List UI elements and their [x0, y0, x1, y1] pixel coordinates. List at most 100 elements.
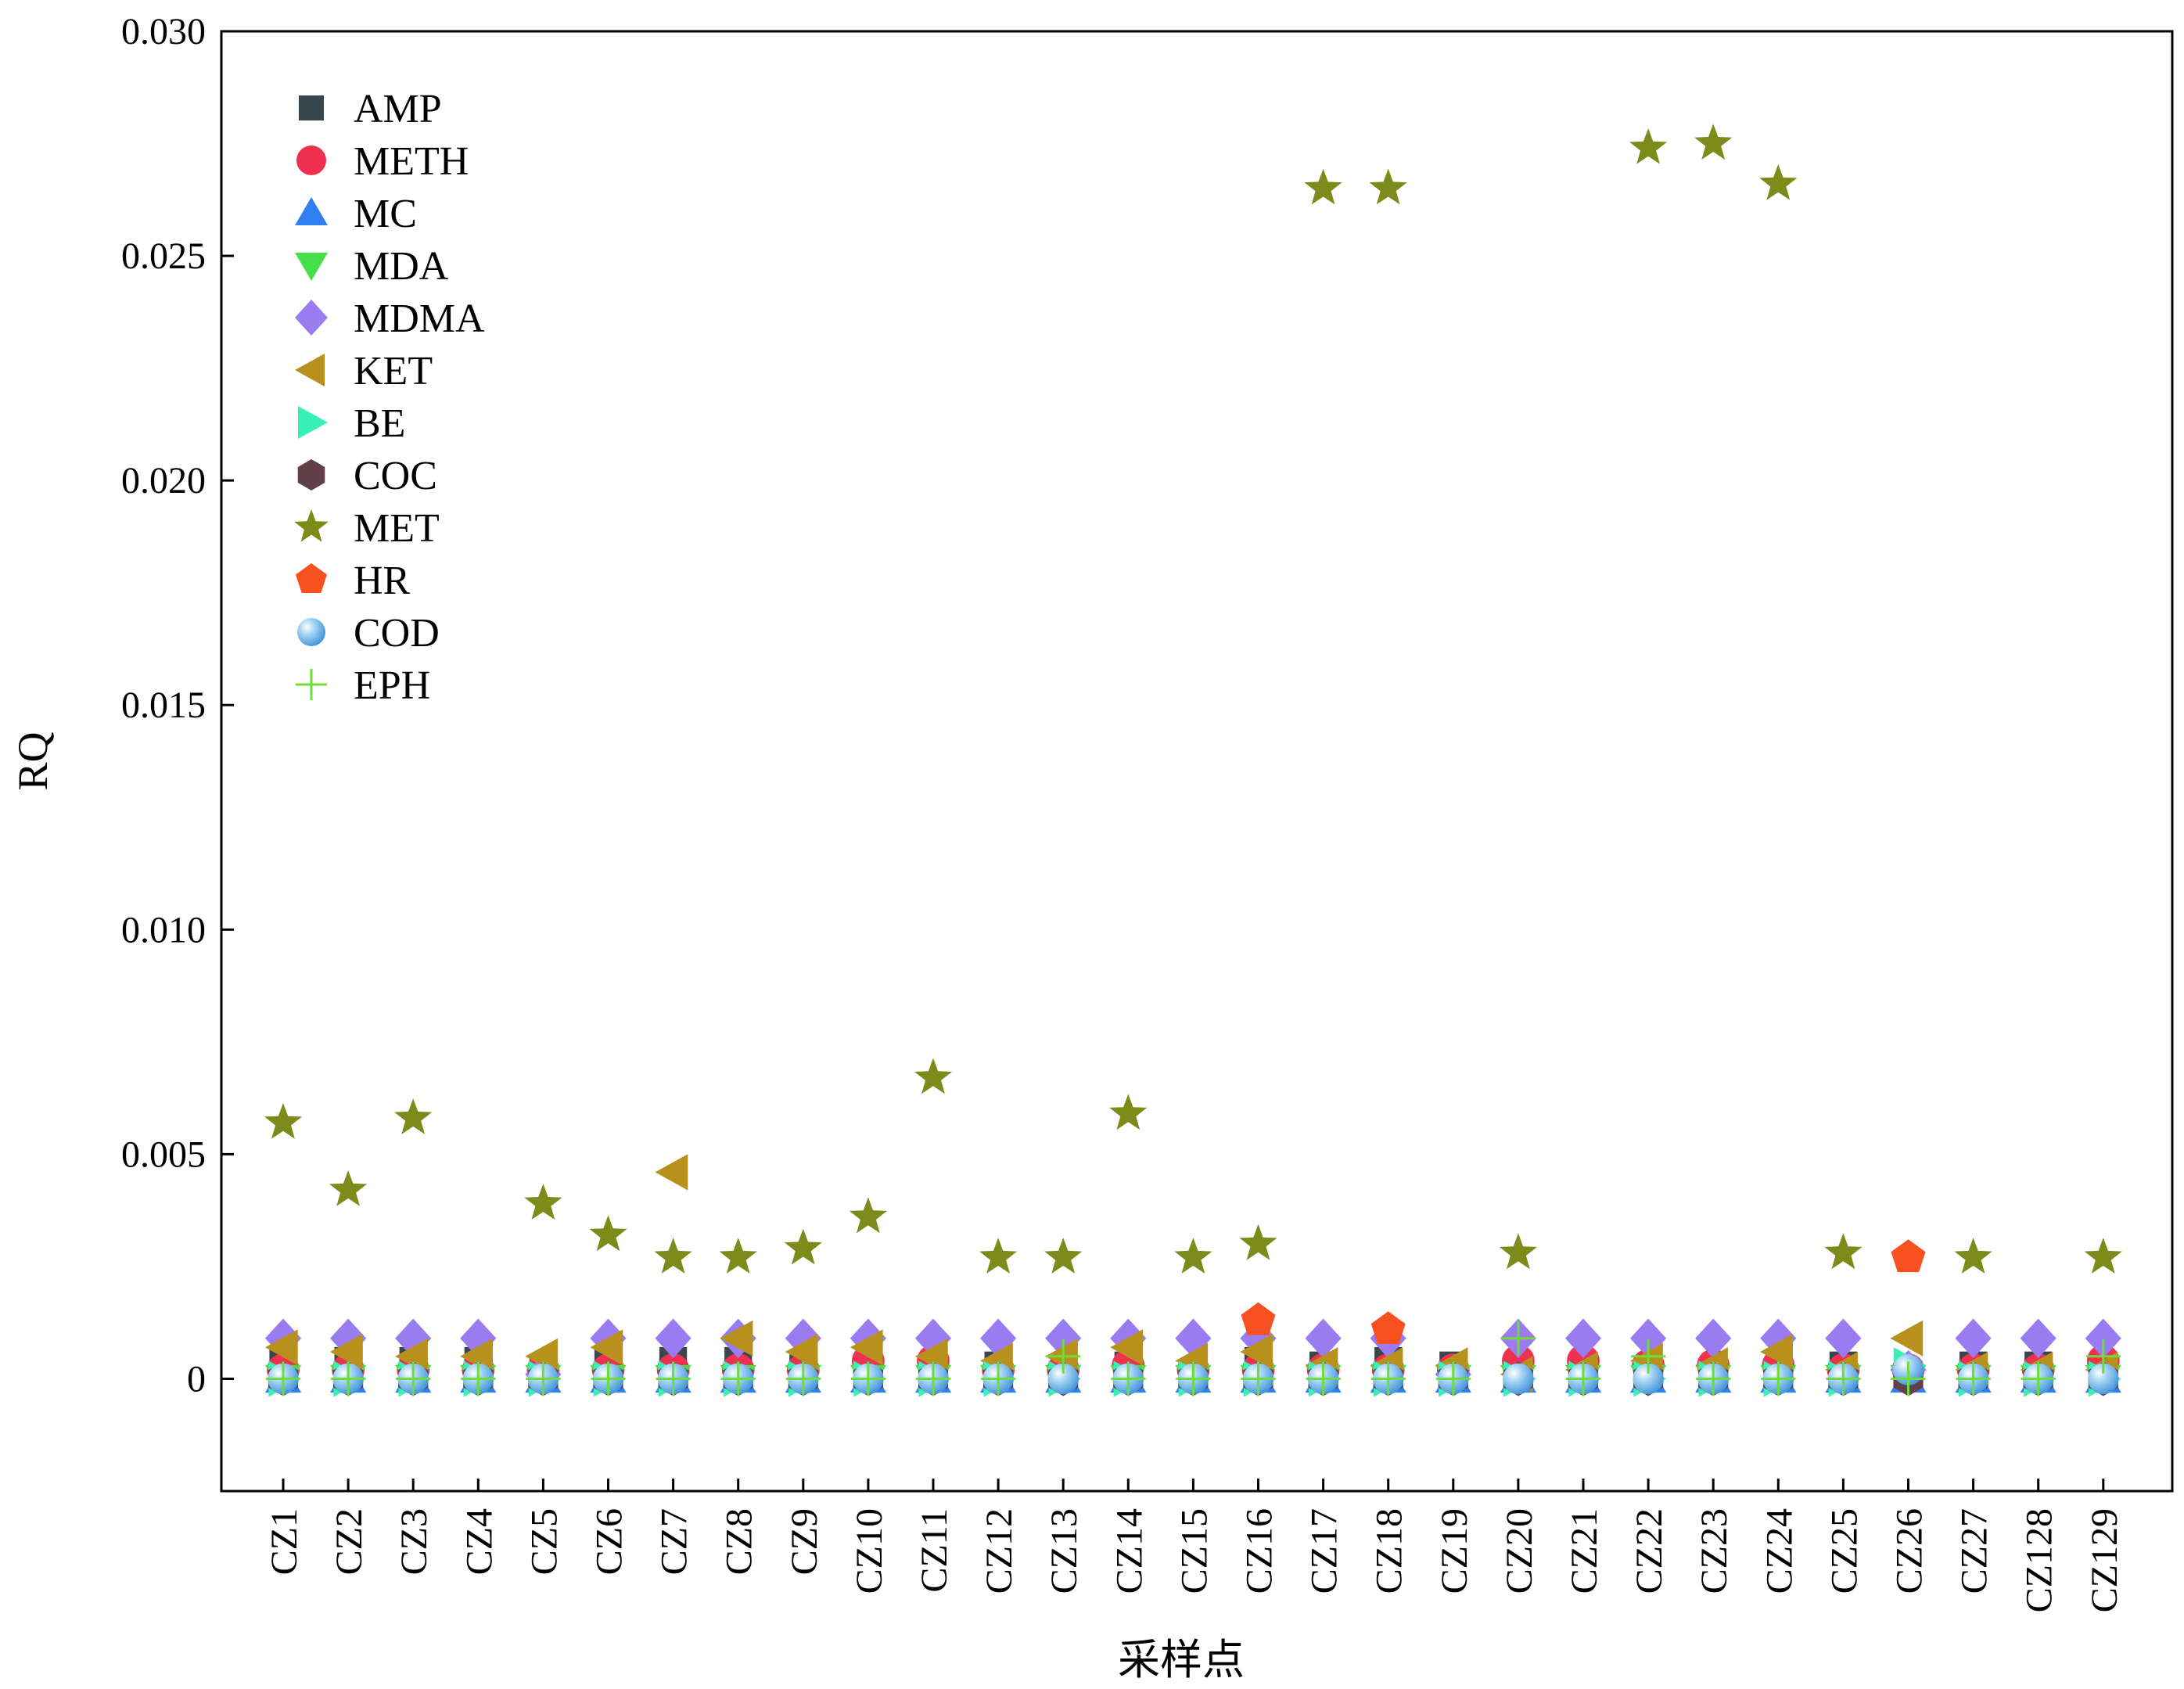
- point-hr-cz26: [1891, 1239, 1926, 1273]
- legend-item-ket: KET: [295, 349, 433, 394]
- legend-item-hr: HR: [296, 559, 411, 603]
- legend-item-be: BE: [298, 401, 405, 446]
- point-eph-cz5: [526, 1361, 561, 1396]
- series-cod: [268, 1354, 2119, 1395]
- point-cod-cz13: [1047, 1363, 1079, 1395]
- x-tick-label: CZ15: [1173, 1508, 1215, 1594]
- legend-label-meth: METH: [354, 139, 469, 184]
- x-tick-label: CZ10: [849, 1508, 890, 1594]
- y-axis-title: RQ: [9, 731, 56, 790]
- y-tick-label: 0.005: [121, 1134, 206, 1175]
- x-tick-label: CZ21: [1564, 1508, 1605, 1594]
- point-ket-cz8: [720, 1320, 753, 1357]
- x-tick-label: CZ23: [1694, 1508, 1735, 1594]
- point-eph-cz27: [1956, 1361, 1991, 1396]
- x-tick-label: CZ9: [784, 1508, 825, 1575]
- point-eph-cz21: [1566, 1361, 1600, 1396]
- point-mdma-cz23: [1695, 1318, 1732, 1359]
- point-mdma-cz16: [1240, 1318, 1277, 1359]
- x-tick-label: CZ11: [914, 1508, 955, 1593]
- x-tick-label: CZ4: [458, 1508, 500, 1575]
- legend-marker-ket: [295, 354, 325, 386]
- legend-item-amp: AMP: [299, 87, 442, 131]
- legend-marker-coc: [297, 459, 325, 491]
- x-axis: CZ1 CZ2 CZ3 CZ4 CZ5 CZ6 CZ7 CZ8 CZ9 CZ10 CZ11 CZ12 C…: [264, 1479, 2125, 1612]
- point-met-cz1: [264, 1102, 303, 1139]
- point-cod-cz22: [1633, 1363, 1664, 1395]
- point-met-cz2: [329, 1170, 368, 1206]
- point-met-cz18: [1369, 168, 1407, 205]
- point-ket-cz1: [264, 1329, 298, 1366]
- point-eph-cz14: [1111, 1361, 1146, 1396]
- legend-item-cod: COD: [297, 611, 440, 656]
- point-met-cz12: [979, 1238, 1018, 1274]
- legend-label-coc: COC: [354, 454, 437, 498]
- x-tick-label: CZ20: [1499, 1508, 1540, 1594]
- point-eph-cz25: [1826, 1361, 1861, 1396]
- legend-marker-amp: [299, 95, 324, 120]
- point-mdma-cz7: [655, 1318, 691, 1359]
- point-eph-cz22: [1631, 1339, 1666, 1374]
- legend-item-eph: EPH: [296, 663, 430, 708]
- point-met-cz7: [654, 1238, 692, 1274]
- legend-marker-mdma: [295, 300, 328, 336]
- legend-item-met: MET: [294, 506, 440, 551]
- point-eph-cz9: [785, 1361, 821, 1396]
- legend-marker-eph: [296, 669, 327, 700]
- point-eph-cz1: [266, 1361, 300, 1396]
- point-met-cz25: [1824, 1233, 1863, 1270]
- point-eph-cz18: [1370, 1361, 1406, 1396]
- point-eph-cz23: [1696, 1361, 1731, 1396]
- point-eph-cz8: [720, 1361, 756, 1396]
- point-eph-cz13: [1046, 1339, 1081, 1374]
- point-ket-cz10: [850, 1329, 883, 1366]
- x-tick-label: CZ24: [1758, 1508, 1800, 1594]
- y-axis: 0 0.005 0.010 0.015 0.020 0.025 0.030: [121, 11, 234, 1400]
- x-tick-label: CZ27: [1954, 1508, 1995, 1594]
- point-ket-cz14: [1110, 1329, 1143, 1366]
- x-tick-label: CZ12: [979, 1508, 1020, 1594]
- point-ket-cz7: [655, 1154, 688, 1191]
- point-eph-cz24: [1761, 1361, 1796, 1396]
- point-met-cz8: [719, 1238, 757, 1274]
- x-tick-label: CZ129: [2084, 1508, 2125, 1612]
- point-eph-cz17: [1306, 1361, 1341, 1396]
- point-met-cz14: [1109, 1094, 1148, 1130]
- plot-frame: [220, 30, 2174, 1493]
- x-tick-label: CZ25: [1823, 1508, 1865, 1594]
- point-met-cz9: [784, 1228, 822, 1265]
- point-ket-cz6: [590, 1329, 623, 1366]
- x-tick-label: CZ14: [1108, 1508, 1150, 1594]
- x-tick-label: CZ2: [329, 1508, 370, 1575]
- y-tick-label: 0.015: [121, 685, 206, 726]
- point-eph-cz3: [396, 1361, 431, 1396]
- point-mdma-cz128: [2020, 1318, 2056, 1359]
- point-ket-cz9: [785, 1333, 818, 1371]
- point-met-cz20: [1499, 1233, 1537, 1270]
- point-eph-cz10: [850, 1361, 885, 1396]
- point-met-cz129: [2084, 1238, 2122, 1274]
- point-met-cz22: [1629, 128, 1668, 164]
- point-mdma-cz21: [1564, 1318, 1602, 1359]
- x-tick-label: CZ16: [1239, 1508, 1281, 1594]
- point-mdma-cz129: [2085, 1318, 2121, 1359]
- legend-item-mdma: MDMA: [295, 296, 485, 341]
- legend-label-mc: MC: [354, 192, 417, 236]
- point-cod-cz20: [1503, 1363, 1534, 1395]
- point-eph-cz6: [591, 1361, 626, 1396]
- y-tick-label: 0: [187, 1358, 206, 1400]
- legend-marker-mda: [295, 253, 328, 281]
- y-tick-label: 0.025: [121, 235, 206, 277]
- legend-label-eph: EPH: [354, 663, 430, 708]
- legend-label-met: MET: [354, 506, 440, 551]
- point-eph-cz12: [981, 1361, 1016, 1396]
- point-met-cz6: [589, 1215, 627, 1252]
- legend-marker-be: [298, 406, 328, 439]
- point-met-cz5: [524, 1184, 562, 1220]
- legend-marker-met: [294, 509, 329, 542]
- x-tick-label: CZ19: [1434, 1508, 1475, 1594]
- point-eph-cz4: [461, 1361, 496, 1396]
- legend-item-mda: MDA: [295, 244, 449, 289]
- point-eph-cz20: [1500, 1321, 1536, 1356]
